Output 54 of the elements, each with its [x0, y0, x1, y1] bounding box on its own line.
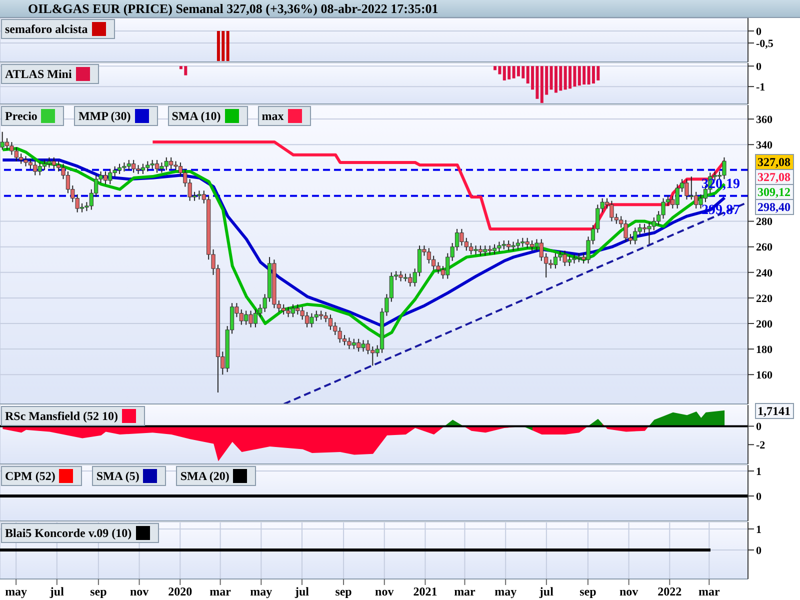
x-tick-label: sep — [335, 584, 352, 599]
x-tick-label: 2020 — [168, 584, 192, 599]
x-tick-label: sep — [580, 584, 597, 599]
x-tick-label: jul — [538, 584, 554, 599]
x-tick-label: 2022 — [658, 584, 682, 599]
legend-label: semaforo alcista — [5, 22, 88, 36]
x-tick-label: sep — [90, 584, 108, 599]
x-tick-label: mar — [210, 584, 232, 599]
legend-label: CPM (52) — [5, 468, 56, 484]
y-tick-label: -2 — [756, 440, 766, 452]
legend-label: MMP (30) — [78, 108, 131, 124]
legend-label: RSc Mansfield (52 10) — [5, 408, 118, 424]
legend-label: ATLAS Mini — [5, 66, 72, 82]
y-tick-label: 1 — [756, 524, 762, 536]
y-tick-label: 1 — [756, 466, 762, 478]
y-tick-label: 160 — [756, 370, 773, 382]
legend-label: Precio — [5, 108, 38, 124]
x-tick-label: 2021 — [413, 584, 438, 599]
annotation: 327,08 — [754, 169, 794, 186]
x-tick-label: may — [250, 584, 272, 599]
chart-title: OIL&GAS EUR (PRICE) Semanal 327,08 (+3,36%) 08-abr-2022 17:35:01 — [0, 0, 800, 18]
y-tick-label: 360 — [756, 114, 773, 126]
annotation: 1,7141 — [754, 403, 794, 420]
y-tick-label: 220 — [756, 292, 773, 305]
y-tick-label: 0 — [756, 544, 762, 557]
y-tick-label: 0 — [756, 421, 762, 434]
annotation: 298,40 — [754, 199, 794, 216]
y-tick-label: 240 — [756, 267, 773, 280]
y-tick-label: -1 — [756, 81, 766, 94]
x-tick-label: nov — [375, 584, 394, 599]
annotation: 309,12 — [754, 184, 794, 200]
y-tick-label: -0,5 — [756, 38, 774, 50]
x-tick-label: jul — [294, 584, 310, 599]
legend-label: Blai5 Koncorde v.09 (10) — [5, 526, 132, 540]
y-tick-label: 280 — [756, 216, 773, 228]
legend-label: max — [262, 108, 284, 124]
x-tick-label: may — [5, 584, 28, 599]
legend-label: SMA (10) — [172, 108, 221, 124]
x-tick-label: nov — [130, 584, 149, 599]
y-tick-label: 0 — [756, 490, 762, 503]
legend-label: SMA (20) — [180, 468, 230, 484]
x-tick-label: jul — [48, 584, 65, 599]
legend-label: SMA (5) — [96, 468, 140, 484]
x-tick-label: may — [494, 584, 517, 599]
y-tick-label: 200 — [756, 318, 773, 330]
x-tick-label: mar — [698, 584, 720, 599]
x-tick-label: mar — [454, 584, 476, 599]
y-tick-label: 0 — [756, 60, 762, 73]
annotation: 327,08 — [754, 154, 794, 170]
y-tick-label: 340 — [756, 140, 773, 152]
y-tick-label: 0 — [756, 26, 762, 38]
y-tick-label: 260 — [756, 242, 773, 254]
y-tick-label: 180 — [756, 344, 773, 356]
x-tick-label: nov — [619, 584, 638, 599]
